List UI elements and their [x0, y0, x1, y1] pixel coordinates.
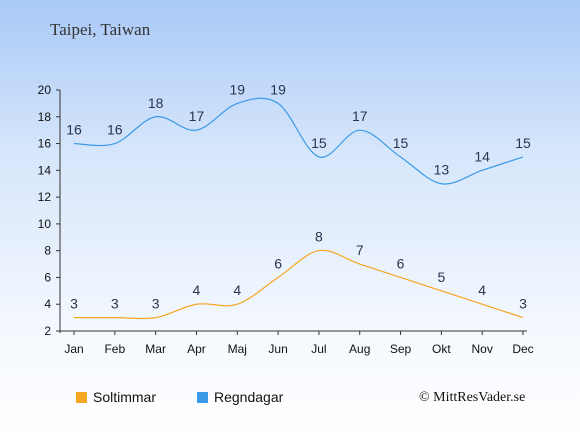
series-line-regndagar: [73, 97, 524, 185]
y-tick-label: 4: [44, 297, 51, 311]
series-line-soltimmar: [74, 249, 524, 320]
data-label-regndagar: 14: [474, 148, 490, 164]
legend-item-regndagar: Regndagar: [197, 389, 283, 405]
data-label-regndagar: 13: [434, 162, 450, 178]
data-label-regndagar: 17: [352, 108, 368, 124]
copyright-text: © MittResVader.se: [419, 390, 526, 405]
legend-swatch-regndagar: [197, 391, 208, 403]
y-tick-label: 6: [44, 270, 51, 284]
x-tick-label: Jun: [268, 342, 287, 356]
y-tick-label: 20: [38, 83, 52, 97]
data-label-soltimmar: 5: [437, 269, 445, 285]
x-tick-label: Jan: [64, 342, 83, 356]
data-label-regndagar: 19: [270, 81, 286, 97]
data-label-soltimmar: 7: [356, 242, 364, 258]
x-tick-label: Aug: [349, 342, 370, 356]
legend-label-regndagar: Regndagar: [214, 389, 284, 405]
x-tick-label: Mar: [145, 342, 166, 356]
x-tick-label: Apr: [187, 342, 206, 356]
data-label-soltimmar: 3: [152, 296, 160, 312]
data-label-soltimmar: 3: [70, 296, 78, 312]
data-label-regndagar: 15: [393, 135, 409, 151]
data-label-soltimmar: 3: [111, 296, 119, 312]
y-tick-label: 12: [38, 190, 52, 204]
data-label-soltimmar: 4: [193, 282, 201, 298]
data-label-regndagar: 15: [311, 135, 327, 151]
x-tick-label: Jul: [311, 342, 326, 356]
y-tick-label: 8: [44, 244, 51, 258]
y-tick-label: 18: [38, 110, 52, 124]
data-label-soltimmar: 3: [519, 296, 527, 312]
data-label-regndagar: 16: [66, 122, 82, 138]
x-tick-label: Okt: [432, 342, 451, 356]
y-tick-label: 10: [38, 217, 52, 231]
data-label-regndagar: 17: [189, 108, 205, 124]
x-tick-label: Maj: [228, 342, 247, 356]
chart-title: Taipei, Taiwan: [50, 20, 151, 39]
data-label-soltimmar: 6: [397, 255, 405, 271]
data-label-regndagar: 19: [229, 81, 245, 97]
x-tick-label: Nov: [472, 342, 493, 356]
x-tick-label: Sep: [390, 342, 412, 356]
data-label-soltimmar: 8: [315, 229, 323, 245]
y-tick-label: 14: [38, 163, 52, 177]
x-tick-label: Feb: [104, 342, 125, 356]
legend-swatch-soltimmar: [76, 391, 87, 403]
data-label-soltimmar: 6: [274, 255, 282, 271]
data-label-soltimmar: 4: [233, 282, 241, 298]
data-label-soltimmar: 4: [478, 282, 486, 298]
y-tick-label: 16: [38, 137, 52, 151]
legend-label-soltimmar: Soltimmar: [93, 389, 157, 405]
x-tick-label: Dec: [512, 342, 533, 356]
data-label-regndagar: 16: [107, 122, 123, 138]
data-label-regndagar: 18: [148, 95, 164, 111]
data-label-regndagar: 15: [515, 135, 531, 151]
y-tick-label: 2: [44, 324, 51, 338]
legend-item-soltimmar: Soltimmar: [76, 389, 156, 405]
